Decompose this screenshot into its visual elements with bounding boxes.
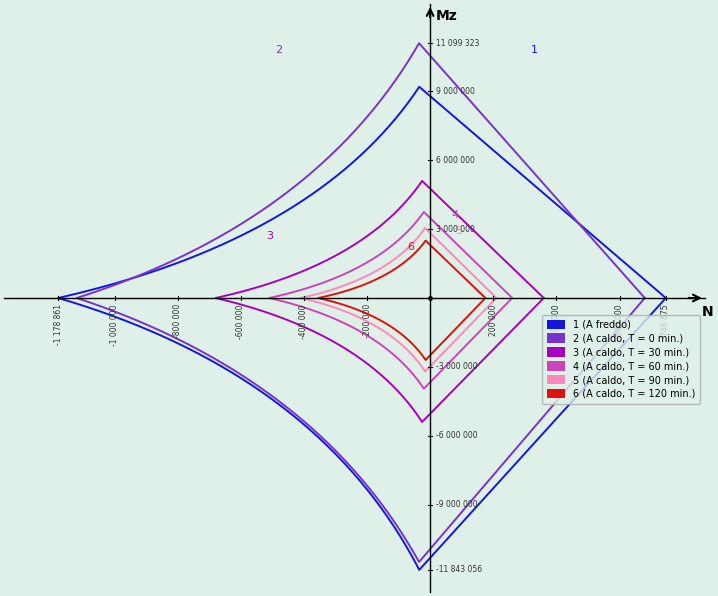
Text: 4: 4: [452, 210, 459, 221]
Text: -6 000 000: -6 000 000: [436, 432, 477, 440]
Text: 1: 1: [531, 45, 538, 55]
Text: 6: 6: [408, 243, 415, 253]
Text: 6 000 000: 6 000 000: [436, 156, 475, 164]
Text: 5: 5: [455, 226, 462, 237]
Text: -800 000: -800 000: [173, 304, 182, 339]
Text: -600 000: -600 000: [236, 304, 246, 339]
Text: 400 000: 400 000: [552, 304, 561, 336]
Text: 11 099 323: 11 099 323: [436, 39, 479, 48]
Text: N: N: [701, 305, 713, 319]
Text: 9 000 000: 9 000 000: [436, 87, 475, 96]
Text: -200 000: -200 000: [363, 304, 371, 339]
Text: -11 843 056: -11 843 056: [436, 566, 482, 575]
Text: -9 000 000: -9 000 000: [436, 500, 477, 509]
Text: Mz: Mz: [436, 9, 457, 23]
Text: -1 000 000: -1 000 000: [110, 304, 119, 346]
Text: -3 000 000: -3 000 000: [436, 362, 477, 371]
Text: 600 000: 600 000: [615, 304, 624, 336]
Text: 200 000: 200 000: [489, 304, 498, 336]
Text: 3: 3: [266, 231, 273, 241]
Text: 2: 2: [275, 45, 282, 55]
Legend: 1 (A freddo), 2 (A caldo, T = 0 min.), 3 (A caldo, T = 30 min.), 4 (A caldo, T =: 1 (A freddo), 2 (A caldo, T = 0 min.), 3…: [543, 315, 700, 403]
Text: -1 178 861: -1 178 861: [54, 304, 62, 345]
Text: -400 000: -400 000: [299, 304, 309, 339]
Text: 3 000 000: 3 000 000: [436, 225, 475, 234]
Text: 746 875: 746 875: [661, 304, 671, 336]
